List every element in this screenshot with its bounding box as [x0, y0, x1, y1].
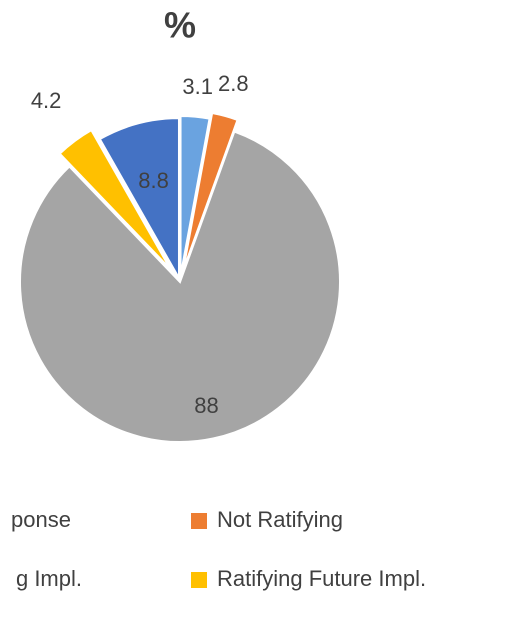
pie-slice [19, 130, 341, 443]
data-label: 88 [194, 393, 218, 418]
legend-label: Ratifying Future Impl. [217, 566, 426, 591]
pie-slice [179, 115, 211, 277]
chart-title: % [164, 5, 196, 46]
legend-label: ponse [11, 507, 71, 532]
data-label: 2.8 [218, 71, 249, 96]
legend-label: Not Ratifying [217, 507, 343, 532]
pie-slice [58, 128, 172, 270]
pie-slice [98, 117, 180, 282]
data-label: 4.2 [31, 88, 62, 113]
legend-swatch [191, 572, 207, 588]
pie-slice [182, 111, 239, 271]
legend-label: g Impl. [16, 566, 82, 591]
data-label: 3.1 [182, 74, 213, 99]
data-label: 8.8 [138, 168, 169, 193]
legend-swatch [191, 513, 207, 529]
